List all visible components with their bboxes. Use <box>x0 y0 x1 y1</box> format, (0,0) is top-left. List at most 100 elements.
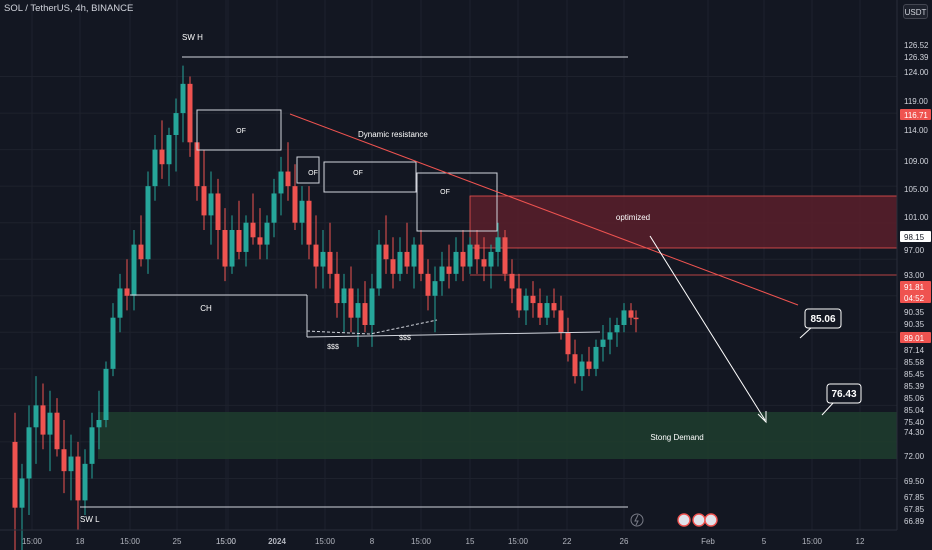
price-badge-bg <box>900 231 931 242</box>
candle <box>460 230 466 282</box>
price-tick-label: 67.85 <box>904 493 925 502</box>
flag-icon[interactable] <box>704 513 718 527</box>
target-callout-2-label: 76.43 <box>831 389 856 400</box>
candle-body <box>320 251 326 267</box>
candle-body <box>516 288 522 311</box>
candle <box>439 251 445 296</box>
candle <box>537 288 543 325</box>
candle-body <box>502 237 508 274</box>
candle-body <box>285 171 291 187</box>
candle <box>488 244 494 289</box>
candle <box>530 281 536 318</box>
candle-body <box>96 420 102 428</box>
price-tick-label: 85.45 <box>904 370 925 379</box>
lightning-icon[interactable] <box>630 513 644 527</box>
target-callout-1: 85.06 <box>799 308 842 339</box>
candle <box>173 98 179 172</box>
candle-body <box>278 171 284 194</box>
candle-body <box>61 449 67 472</box>
candle-body <box>180 83 186 114</box>
price-tick-label: 87.14 <box>904 346 925 355</box>
candle <box>390 237 396 289</box>
candle-body <box>19 478 25 508</box>
candle-body <box>369 288 375 325</box>
candle <box>131 230 137 311</box>
price-tick-label: 109.00 <box>904 157 929 166</box>
liquidity-label-1: $$$ <box>327 344 339 351</box>
candle-body <box>614 325 620 333</box>
candle-body <box>425 273 431 296</box>
candle-body <box>215 193 221 230</box>
candle-body <box>75 456 81 501</box>
candle <box>89 412 95 479</box>
time-tick-label: 22 <box>563 537 572 546</box>
candle-body <box>404 251 410 267</box>
price-tick-label: 119.00 <box>904 97 928 106</box>
currency-button[interactable]: USDT <box>903 4 928 19</box>
time-tick-label: 2024 <box>268 537 286 546</box>
candle-body <box>54 412 60 450</box>
price-badge-bg <box>900 281 931 303</box>
supply-zone <box>469 195 898 249</box>
candle <box>306 186 312 260</box>
candle-body <box>334 273 340 304</box>
flag-icon[interactable] <box>692 513 706 527</box>
candle-body <box>586 361 592 369</box>
candle-body <box>145 186 151 260</box>
time-tick-label: 15:00 <box>411 537 432 546</box>
candle <box>495 222 501 267</box>
candle <box>509 259 515 304</box>
time-tick-label: 8 <box>370 537 375 546</box>
candle-body <box>418 244 424 274</box>
candle <box>516 273 522 318</box>
candle <box>117 273 123 333</box>
candle-body <box>89 427 95 464</box>
candle <box>152 135 158 201</box>
price-tick-label: 124.00 <box>904 68 929 77</box>
candle <box>579 354 585 391</box>
price-tick-label: 97.00 <box>904 246 925 255</box>
candle-body <box>117 288 123 318</box>
order-flow-box-3 <box>323 161 417 193</box>
price-tick-label: 85.58 <box>904 358 925 367</box>
candle <box>607 317 613 355</box>
candle <box>313 215 319 289</box>
symbol-header[interactable]: SOL / TetherUS, 4h, BINANCE <box>4 3 134 14</box>
candle <box>628 303 634 325</box>
candle-body <box>138 244 144 260</box>
candle-body <box>243 222 249 252</box>
candle <box>411 237 417 289</box>
candle <box>355 288 361 347</box>
candle <box>159 120 165 179</box>
time-tick-label: 15:00 <box>120 537 141 546</box>
order-flow-box-4 <box>416 172 498 232</box>
candle-body <box>306 200 312 245</box>
flag-icon[interactable] <box>677 513 691 527</box>
candle-body <box>201 186 207 216</box>
time-axis[interactable]: 15:00 18 15:00 25 15:00 15:00 2024 15:00 8 15:00 1… <box>22 537 865 546</box>
order-flow-label-4: OF <box>440 189 450 196</box>
time-tick-label: 5 <box>762 537 767 546</box>
time-tick-label: 18 <box>76 537 85 546</box>
candle <box>446 244 452 289</box>
candle-body <box>411 244 417 267</box>
time-tick-label: 15:00 <box>802 537 823 546</box>
candle-body <box>509 273 515 289</box>
candle <box>432 266 438 333</box>
candle-body <box>558 310 564 333</box>
candle <box>222 208 228 282</box>
candle-body <box>621 310 627 325</box>
target-callout-2: 76.43 <box>821 383 862 416</box>
candle-body <box>68 456 74 472</box>
candle <box>264 215 270 260</box>
time-tick-label: 15 <box>466 537 475 546</box>
event-icons <box>630 513 718 527</box>
price-axis[interactable]: 126.52 126.39 124.00 119.00 114.00 109.00 105.… <box>900 41 931 526</box>
candle-body <box>250 222 256 238</box>
candle <box>103 361 109 428</box>
order-flow-label-3: OF <box>353 170 363 177</box>
candle-body <box>313 244 319 267</box>
candle <box>19 463 25 550</box>
dynamic-resistance-line <box>289 113 799 306</box>
